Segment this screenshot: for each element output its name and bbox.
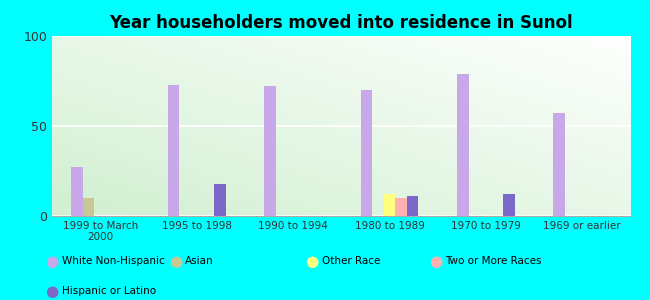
Bar [168, 85, 179, 216]
Bar [83, 198, 94, 216]
Bar [214, 184, 226, 216]
Text: ●: ● [169, 254, 182, 268]
Bar [384, 194, 395, 216]
Bar [407, 196, 419, 216]
Bar [457, 74, 469, 216]
Text: ●: ● [306, 254, 318, 268]
Bar [72, 167, 83, 216]
Text: Asian: Asian [185, 256, 214, 266]
Text: Other Race: Other Race [322, 256, 380, 266]
Bar [553, 113, 565, 216]
Text: ●: ● [46, 284, 58, 298]
Text: ●: ● [429, 254, 442, 268]
Text: Hispanic or Latino: Hispanic or Latino [62, 286, 156, 296]
Bar [361, 90, 372, 216]
Title: Year householders moved into residence in Sunol: Year householders moved into residence i… [109, 14, 573, 32]
Bar [264, 86, 276, 216]
Bar [503, 194, 515, 216]
Text: White Non-Hispanic: White Non-Hispanic [62, 256, 164, 266]
Text: Two or More Races: Two or More Races [445, 256, 541, 266]
Bar [395, 198, 407, 216]
Text: ●: ● [46, 254, 58, 268]
